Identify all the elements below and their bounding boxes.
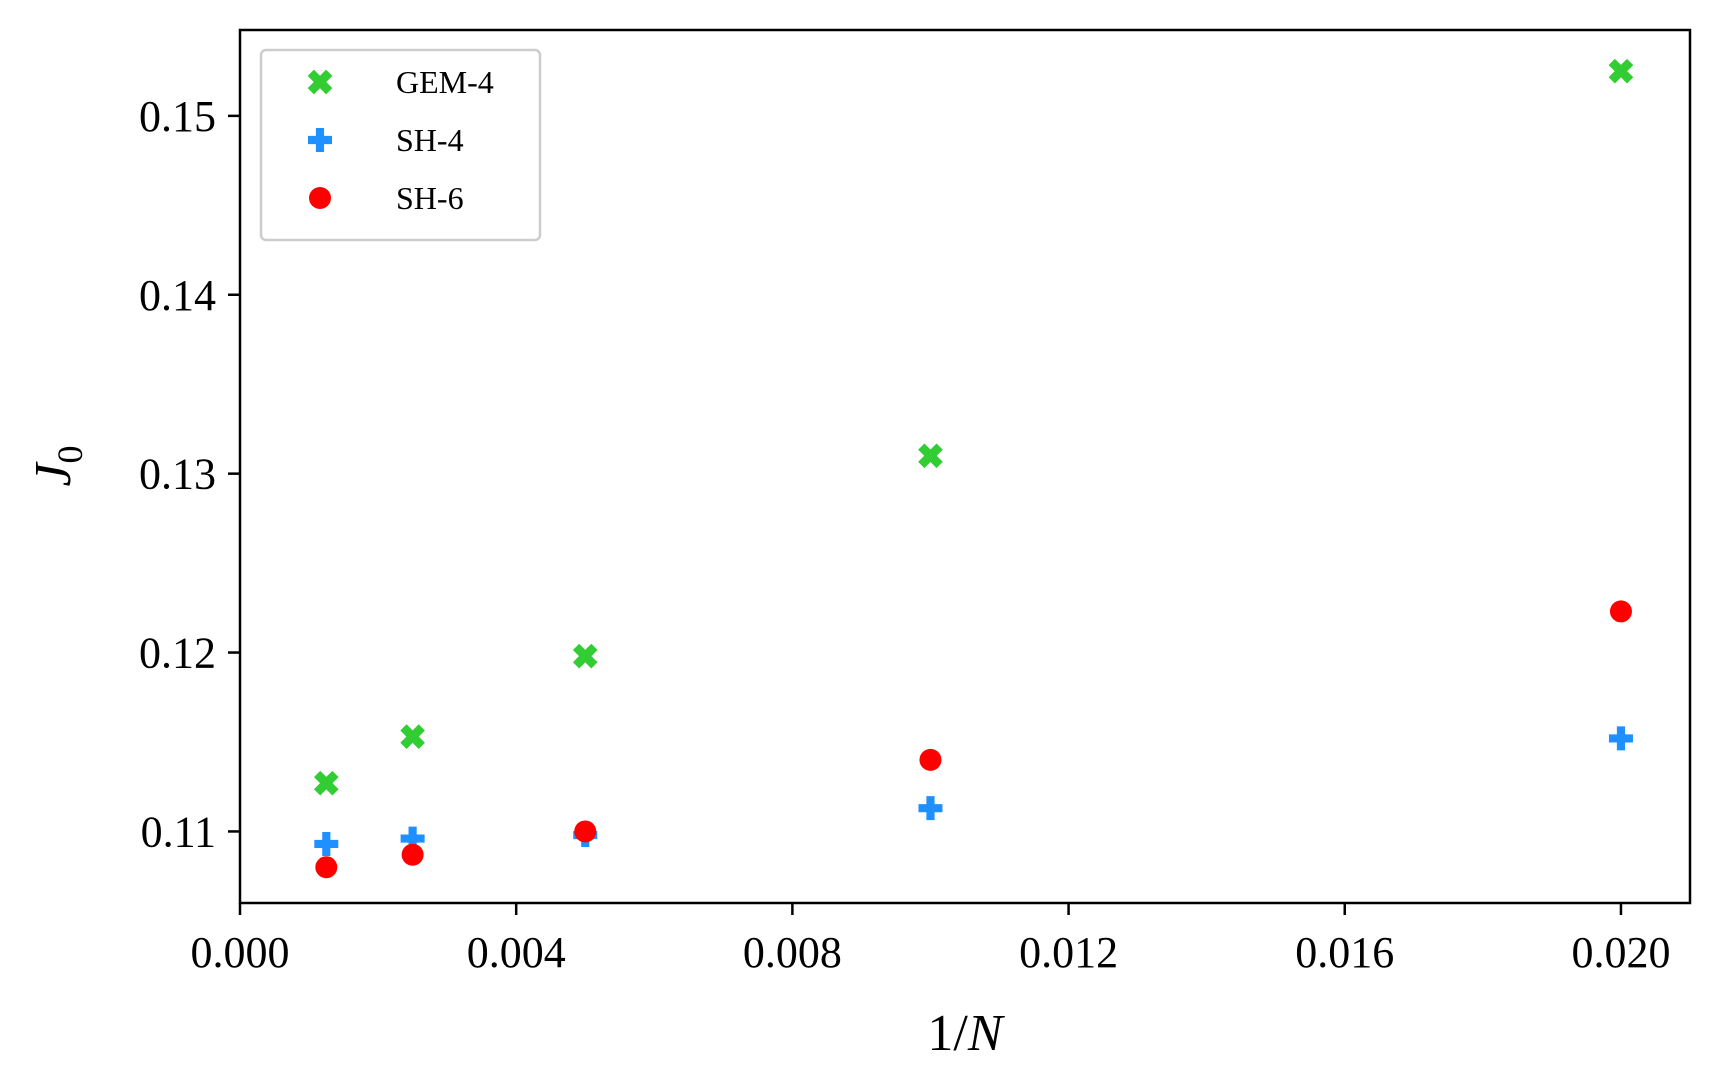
data-point (1608, 726, 1633, 751)
series-sh-4 (314, 726, 1633, 856)
x-tick-label: 0.004 (467, 928, 566, 977)
data-point (572, 643, 598, 669)
data-point (918, 796, 943, 821)
y-tick-label: 0.11 (141, 807, 216, 856)
legend-frame (259, 48, 542, 242)
data-marks (313, 58, 1634, 879)
x-tick-label: 0.008 (743, 928, 842, 977)
legend-marker (308, 128, 332, 152)
legend-marker (309, 187, 331, 209)
legend-marker (307, 69, 333, 95)
y-tick-label: 0.13 (139, 450, 216, 499)
x-axis: 0.000 0.004 0.008 0.012 0.016 0.020 (191, 903, 1670, 977)
x-axis-label-variable: N (967, 1005, 1006, 1062)
data-point (315, 856, 338, 879)
legend: GEM-4 SH-4 SH-6 (259, 48, 542, 242)
data-point (1608, 58, 1634, 84)
series-sh-6 (315, 600, 1632, 879)
y-axis-label: J0 (25, 445, 90, 486)
data-point (314, 831, 339, 856)
legend-label: SH-4 (396, 122, 464, 158)
x-axis-label: 1/N (927, 1005, 1005, 1062)
y-axis-label-subscript: 0 (50, 445, 90, 463)
plot-frame (238, 28, 1692, 905)
x-tick-label: 0.012 (1019, 928, 1118, 977)
x-axis-label-number: 1/ (927, 1005, 968, 1062)
data-point (918, 443, 943, 469)
y-axis: 0.11 0.12 0.13 0.14 0.15 (139, 92, 240, 856)
x-tick-label: 0.016 (1295, 928, 1394, 977)
data-point (400, 724, 425, 749)
data-point (313, 770, 339, 796)
legend-label: SH-6 (396, 180, 464, 216)
y-tick-label: 0.12 (139, 629, 216, 678)
legend-label: GEM-4 (396, 64, 494, 100)
x-tick-label: 0.000 (191, 928, 290, 977)
y-tick-label: 0.15 (139, 92, 216, 141)
data-point (400, 826, 425, 851)
data-point (574, 820, 597, 843)
y-axis-label-symbol: J (25, 461, 82, 487)
x-tick-label: 0.020 (1571, 928, 1670, 977)
data-point (919, 748, 942, 771)
y-tick-label: 0.14 (139, 271, 216, 320)
data-point (401, 843, 424, 866)
data-point (1609, 600, 1632, 623)
series-gem-4 (313, 58, 1634, 796)
